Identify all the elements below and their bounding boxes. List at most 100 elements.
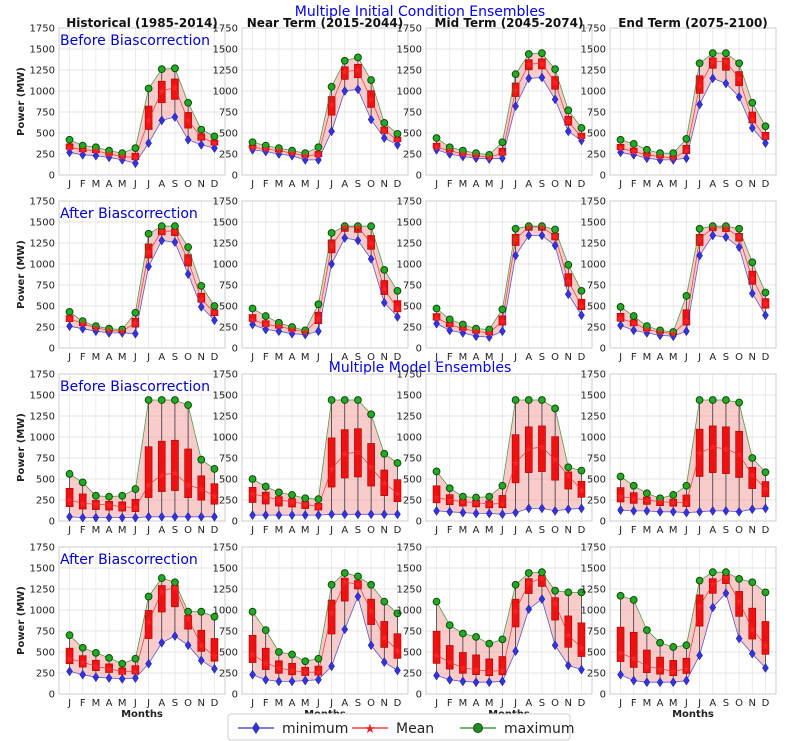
xtick-label: D (211, 352, 219, 363)
minimum-point (301, 675, 309, 686)
mean-point: ★ (577, 302, 586, 313)
box (432, 485, 441, 504)
row-label: After Biascorrection (60, 206, 198, 222)
mean-point: ★ (131, 318, 140, 329)
ytick-label: 1500 (30, 45, 55, 56)
xtick-label: O (184, 525, 192, 536)
minimum-point (564, 289, 572, 300)
mean-point: ★ (551, 232, 560, 243)
xtick-label: O (551, 525, 559, 536)
mean-line (436, 577, 582, 672)
xtick-label: D (211, 698, 219, 709)
mean-point: ★ (432, 493, 441, 504)
maximum-point (144, 229, 153, 238)
mean-point: ★ (564, 117, 573, 128)
box (708, 57, 717, 69)
minimum-point (578, 503, 585, 514)
ytick-label: 0 (232, 517, 238, 528)
minimum-point (328, 259, 335, 269)
box (171, 78, 179, 100)
xtick-label: S (172, 352, 178, 363)
xtick-label: M (92, 525, 101, 536)
minimum-point (499, 509, 506, 520)
xtick-label: D (762, 352, 770, 363)
xtick-label: J (133, 525, 137, 536)
minimum-point (696, 250, 703, 261)
minimum-point (262, 674, 270, 685)
xtick-label: N (381, 525, 388, 536)
ytick-label: 1500 (213, 391, 238, 402)
ytick-label: 1750 (581, 24, 606, 35)
minmax-band (436, 53, 582, 160)
maximum-point (157, 65, 166, 74)
mean-point: ★ (197, 295, 206, 306)
maximum-point (65, 307, 74, 316)
mean-point: ★ (761, 299, 770, 310)
minimum-point (683, 326, 690, 337)
y-axis-label: Power (MW) (16, 67, 27, 136)
mean-point: ★ (642, 325, 651, 336)
minmax-band (620, 53, 766, 160)
box (472, 654, 480, 675)
maximum-point (735, 575, 744, 583)
minimum-point (211, 143, 218, 154)
minimum-point (328, 661, 335, 672)
box (432, 630, 441, 664)
minimum-point (551, 640, 559, 651)
legend: minimum ★ Mean maximum (227, 713, 575, 741)
minimum-point (499, 676, 506, 687)
minimum-point (669, 506, 677, 517)
mean-point: ★ (629, 654, 638, 665)
column-title: End Term (2075-2100) (618, 16, 768, 30)
xtick-label: F (631, 179, 637, 190)
mean-line (69, 586, 215, 672)
ytick-label: 750 (219, 281, 238, 292)
xtick-label: M (643, 525, 652, 536)
mean-point: ★ (65, 496, 74, 507)
mean-point: ★ (735, 450, 744, 461)
xtick-label: F (80, 352, 86, 363)
minimum-point (171, 631, 179, 641)
mean-point: ★ (274, 663, 283, 674)
mean-point: ★ (288, 497, 297, 508)
maximum-point (538, 396, 546, 404)
xtick-label: A (473, 352, 480, 363)
maximum-point (564, 463, 573, 472)
xtick-label: M (669, 179, 678, 190)
minimum-point (354, 591, 362, 602)
mean-point: ★ (78, 319, 87, 330)
mean-point: ★ (340, 67, 349, 78)
xtick-label: J (500, 179, 504, 190)
xtick-label: J (697, 698, 701, 709)
mean-point: ★ (78, 499, 87, 510)
minimum-point (485, 332, 493, 343)
minimum-point (184, 640, 192, 651)
xtick-label: J (500, 525, 504, 536)
maximum-point (327, 580, 336, 589)
xtick-label: S (539, 352, 545, 363)
ytick-label: 1750 (213, 197, 238, 208)
maximum-point (564, 588, 573, 597)
mean-point: ★ (248, 650, 257, 661)
maximum-point (91, 648, 100, 657)
ytick-label: 250 (219, 496, 238, 507)
xtick-label: A (289, 179, 296, 190)
mean-point: ★ (327, 100, 336, 111)
minimum-point (748, 648, 756, 659)
mean-point: ★ (695, 81, 704, 92)
mean-point: ★ (551, 78, 560, 89)
maximum-point (340, 569, 349, 577)
maximum-point (105, 492, 113, 501)
maximum-point (432, 134, 441, 142)
maximum-point (91, 491, 100, 500)
maximum-point (564, 106, 573, 115)
mean-point: ★ (669, 154, 678, 165)
xtick-label: M (275, 352, 284, 363)
maximum-point (722, 568, 730, 577)
box (577, 298, 586, 310)
box (445, 645, 454, 670)
